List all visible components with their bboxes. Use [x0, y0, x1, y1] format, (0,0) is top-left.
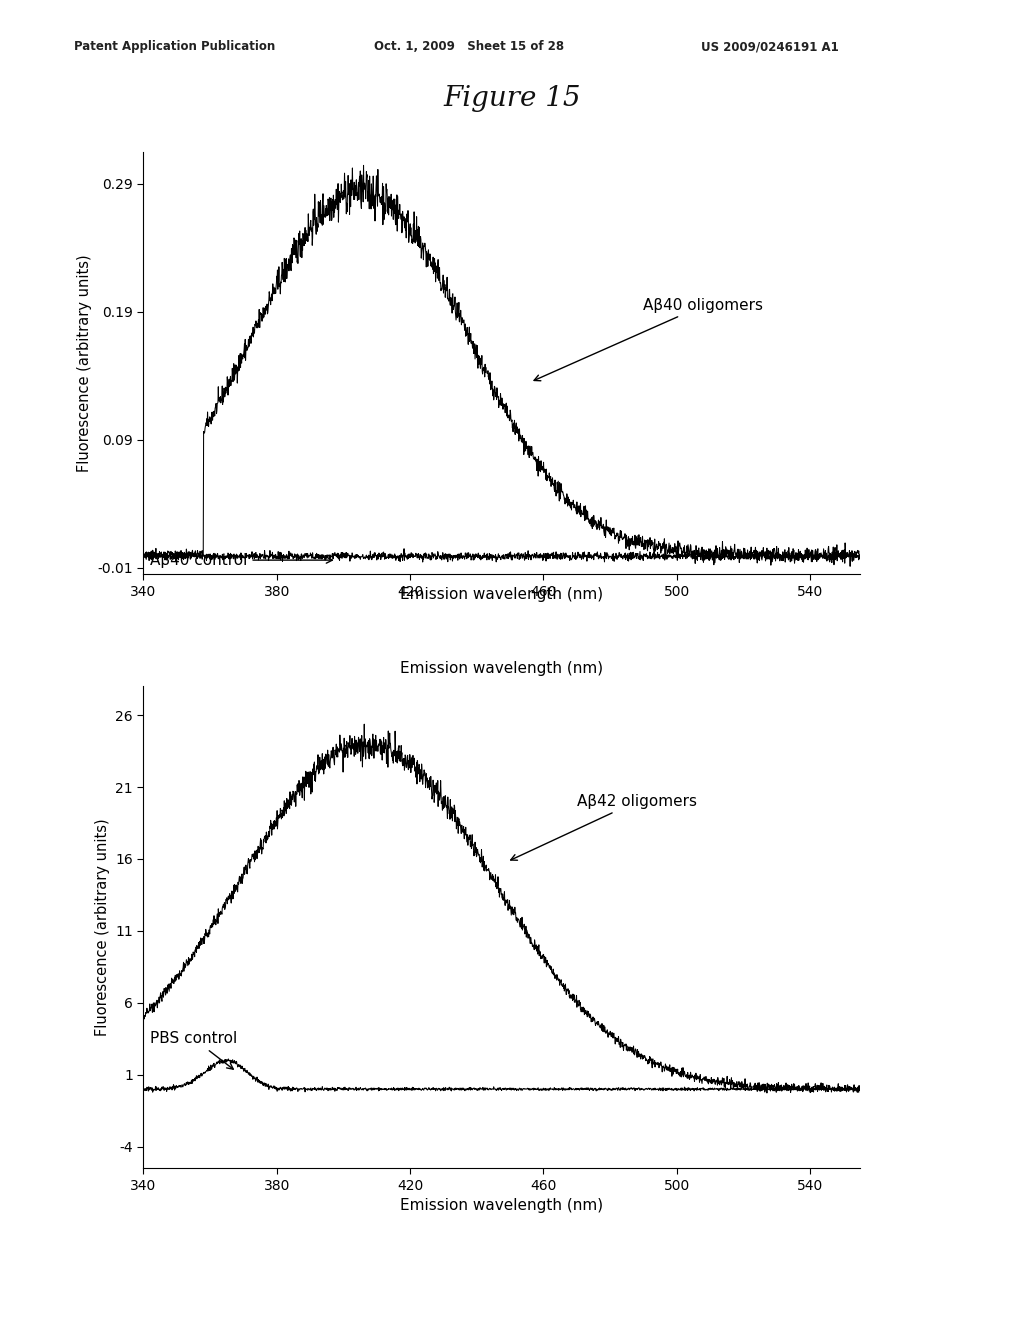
Text: PBS control: PBS control — [151, 1031, 238, 1069]
Text: Aβ40 control: Aβ40 control — [151, 553, 333, 568]
Text: Figure 15: Figure 15 — [443, 84, 581, 112]
Text: Patent Application Publication: Patent Application Publication — [74, 40, 275, 53]
Text: Aβ40 oligomers: Aβ40 oligomers — [535, 298, 764, 380]
Y-axis label: Fluorescence (arbitrary units): Fluorescence (arbitrary units) — [94, 818, 110, 1036]
Title: Emission wavelength (nm): Emission wavelength (nm) — [400, 660, 603, 676]
Text: US 2009/0246191 A1: US 2009/0246191 A1 — [701, 40, 840, 53]
Text: Emission wavelength (nm): Emission wavelength (nm) — [400, 587, 603, 602]
Text: Oct. 1, 2009   Sheet 15 of 28: Oct. 1, 2009 Sheet 15 of 28 — [374, 40, 564, 53]
X-axis label: Emission wavelength (nm): Emission wavelength (nm) — [400, 1199, 603, 1213]
Text: Aβ42 oligomers: Aβ42 oligomers — [511, 793, 696, 861]
Y-axis label: Fluorescence (arbitrary units): Fluorescence (arbitrary units) — [77, 255, 92, 471]
